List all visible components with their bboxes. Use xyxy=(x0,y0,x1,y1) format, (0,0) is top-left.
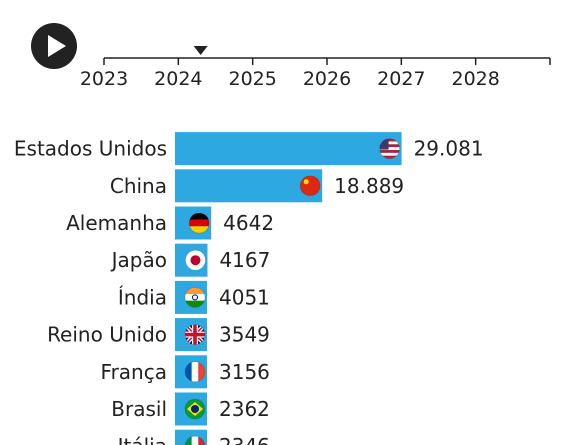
timeline-year-label[interactable]: 2025 xyxy=(228,68,276,90)
bar-row: Estados Unidos 29.081 xyxy=(14,132,484,166)
timeline-year-label[interactable]: 2027 xyxy=(377,68,425,90)
category-label: Brasil xyxy=(111,397,167,421)
timeline-year-label[interactable]: 2026 xyxy=(303,68,351,90)
timeline-year-label[interactable]: 2024 xyxy=(154,68,202,90)
value-label: 3549 xyxy=(219,323,270,347)
timeline-year-label[interactable]: 2023 xyxy=(80,68,128,90)
category-label: Reino Unido xyxy=(47,323,167,347)
category-label: França xyxy=(101,360,167,384)
value-label: 4642 xyxy=(223,211,274,235)
cn-flag-icon xyxy=(299,175,321,197)
bar-row: Brasil 2362 xyxy=(111,392,270,426)
gb-flag-icon xyxy=(184,324,206,346)
bar xyxy=(175,169,323,203)
value-label: 2362 xyxy=(219,397,270,421)
de-flag-icon xyxy=(188,212,210,234)
timeline-year-label[interactable]: 2028 xyxy=(451,68,499,90)
play-icon xyxy=(48,35,66,57)
value-label: 3156 xyxy=(219,360,270,384)
category-label: Índia xyxy=(118,285,167,309)
value-label: 4167 xyxy=(219,248,270,272)
category-label: Japão xyxy=(110,248,167,272)
it-flag-icon xyxy=(184,435,206,445)
value-label: 29.081 xyxy=(414,137,484,161)
bar-row: Japão 4167 xyxy=(110,243,270,277)
category-label: Alemanha xyxy=(66,211,167,235)
category-label: Estados Unidos xyxy=(14,137,167,161)
play-button[interactable] xyxy=(31,23,77,69)
fr-flag-icon xyxy=(184,361,206,383)
jp-flag-icon xyxy=(185,249,206,271)
bar-row: França 3156 xyxy=(101,355,270,389)
category-label: China xyxy=(110,174,167,198)
value-label: 2346 xyxy=(219,434,270,445)
bar-row: Reino Unido 3549 xyxy=(47,318,270,352)
timeline[interactable]: 2023 2024 2025 2026 2027 2028 xyxy=(0,0,583,100)
us-flag-icon xyxy=(379,138,400,160)
value-label: 4051 xyxy=(219,285,270,309)
in-flag-icon xyxy=(184,286,206,308)
bar-row: Itália 2346 xyxy=(118,429,270,445)
value-label: 18.889 xyxy=(334,174,404,198)
category-label: Itália xyxy=(118,434,167,445)
timeline-marker-icon[interactable] xyxy=(193,46,208,55)
br-flag-icon xyxy=(184,398,206,420)
bar-row: Alemanha 4642 xyxy=(66,206,274,240)
bar-row: China 18.889 xyxy=(110,169,404,203)
bar xyxy=(175,132,402,166)
bar-row: Índia 4051 xyxy=(118,280,270,314)
